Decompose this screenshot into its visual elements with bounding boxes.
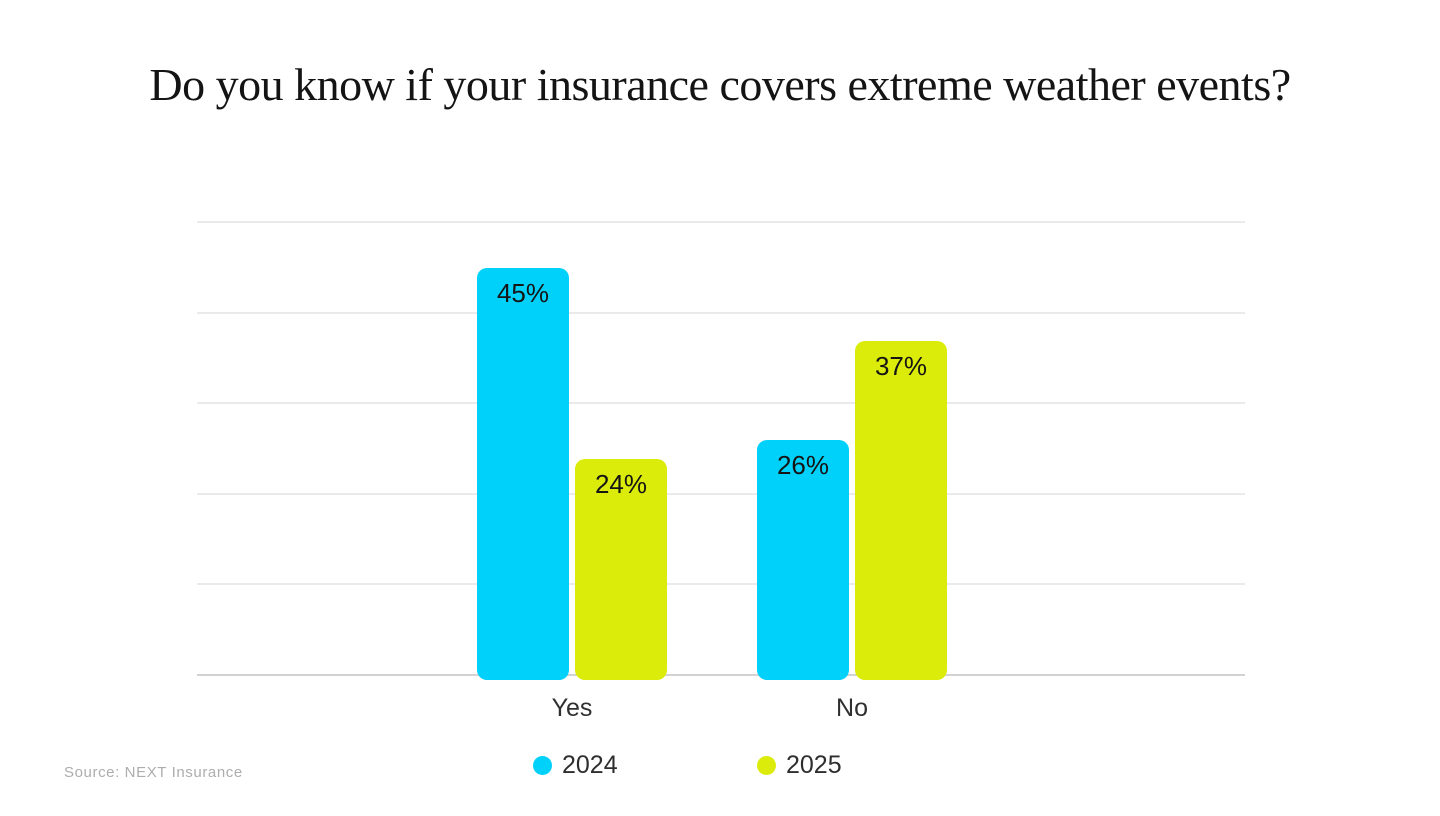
- plot-area: 45% 24% 26% 37%: [197, 221, 1245, 680]
- legend-swatch-icon: [533, 756, 552, 775]
- legend-label: 2025: [786, 751, 842, 779]
- legend-item-2025: 2025: [757, 751, 842, 780]
- x-axis-label-no: No: [836, 694, 868, 722]
- bar-no-2025: 37%: [855, 340, 947, 680]
- legend-item-2024: 2024: [533, 751, 618, 780]
- gridline: [197, 492, 1245, 495]
- x-axis-baseline: [197, 674, 1245, 676]
- gridline: [197, 221, 1245, 223]
- gridline: [197, 583, 1245, 586]
- source-note: Source: NEXT Insurance: [64, 764, 243, 781]
- bar-value-label: 24%: [594, 468, 648, 499]
- bar-yes-2024: 45%: [477, 268, 569, 680]
- bar-no-2024: 26%: [757, 440, 849, 680]
- bar-value-label: 45%: [496, 278, 550, 309]
- legend-swatch-icon: [757, 756, 776, 775]
- chart-title: Do you know if your insurance covers ext…: [149, 59, 1291, 110]
- bar-yes-2025: 24%: [575, 458, 667, 680]
- bar-value-label: 26%: [776, 450, 830, 481]
- bar-value-label: 37%: [874, 350, 928, 381]
- gridline: [197, 311, 1245, 314]
- legend-label: 2024: [562, 751, 618, 779]
- x-axis-label-yes: Yes: [551, 694, 593, 722]
- gridline: [197, 402, 1245, 405]
